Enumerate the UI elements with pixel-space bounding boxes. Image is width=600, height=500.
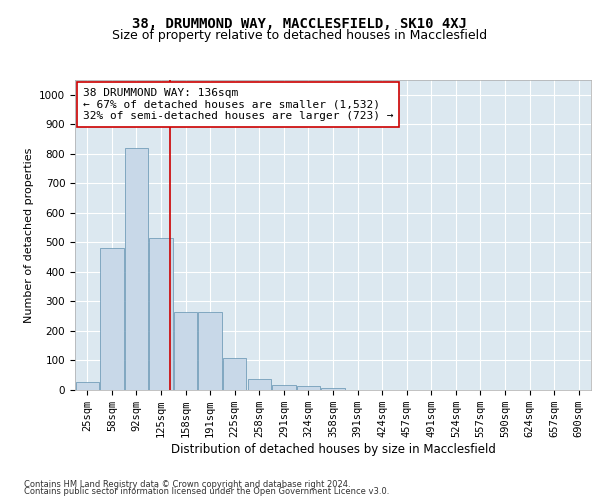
Text: Contains public sector information licensed under the Open Government Licence v3: Contains public sector information licen… [24,487,389,496]
Bar [125,148,148,390]
Y-axis label: Number of detached properties: Number of detached properties [23,148,34,322]
Bar [76,382,99,390]
Text: 38 DRUMMOND WAY: 136sqm
← 67% of detached houses are smaller (1,532)
32% of semi: 38 DRUMMOND WAY: 136sqm ← 67% of detache… [83,88,393,121]
Text: Contains HM Land Registry data © Crown copyright and database right 2024.: Contains HM Land Registry data © Crown c… [24,480,350,489]
X-axis label: Distribution of detached houses by size in Macclesfield: Distribution of detached houses by size … [170,443,496,456]
Bar [248,379,271,390]
Bar [272,384,296,390]
Bar [199,312,222,390]
Bar [223,358,247,390]
Text: 38, DRUMMOND WAY, MACCLESFIELD, SK10 4XJ: 38, DRUMMOND WAY, MACCLESFIELD, SK10 4XJ [133,18,467,32]
Bar [100,248,124,390]
Bar [322,388,344,390]
Bar [297,386,320,390]
Bar [149,238,173,390]
Text: Size of property relative to detached houses in Macclesfield: Size of property relative to detached ho… [112,29,488,42]
Bar [174,312,197,390]
